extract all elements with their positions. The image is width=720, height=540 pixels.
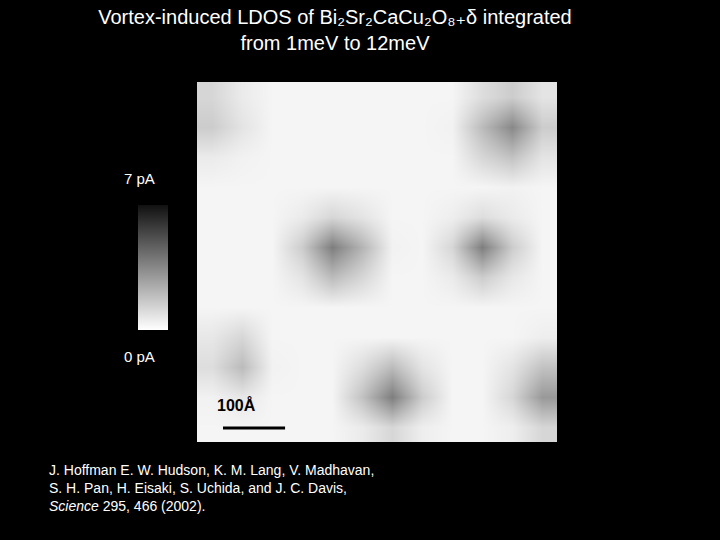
svg-text:0 pA: 0 pA: [124, 348, 155, 365]
svg-text:Vortex-induced LDOS of Bi₂Sr₂C: Vortex-induced LDOS of Bi₂Sr₂CaCu₂O₈₊δ i…: [98, 6, 572, 54]
svg-text:100Å: 100Å: [217, 396, 256, 414]
svg-text:J. Hoffman E. W. Hudson, K. M.: J. Hoffman E. W. Hudson, K. M. Lang, V. …: [49, 462, 374, 514]
svg-text:7 pA: 7 pA: [124, 170, 155, 187]
